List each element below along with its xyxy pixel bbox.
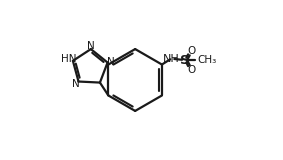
Text: N: N (87, 41, 95, 51)
Text: NH: NH (163, 53, 180, 64)
Text: CH₃: CH₃ (197, 55, 216, 65)
Text: S: S (180, 54, 189, 67)
Text: O: O (187, 65, 196, 75)
Text: O: O (187, 46, 196, 56)
Text: HN: HN (61, 54, 76, 64)
Text: N: N (72, 79, 80, 89)
Text: N: N (107, 57, 115, 67)
